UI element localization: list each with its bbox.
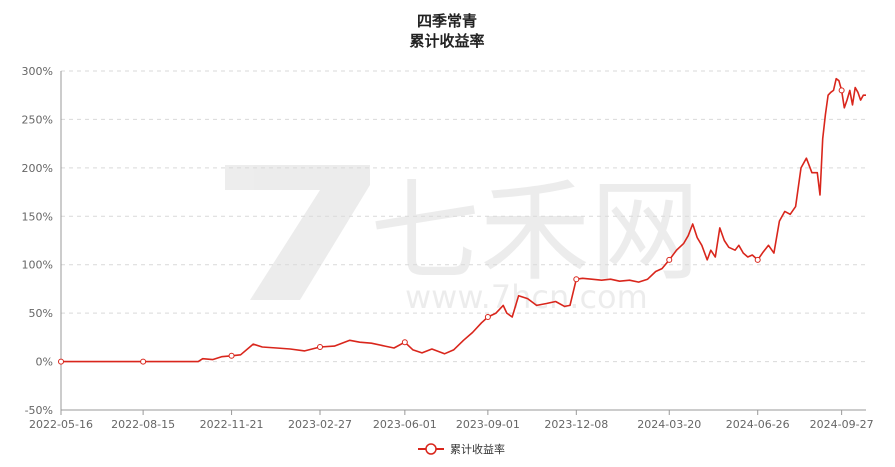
watermark: 七禾网 www.7hcn.com [225, 165, 700, 316]
watermark-url: www.7hcn.com [405, 278, 648, 316]
data-point[interactable] [401, 339, 408, 346]
legend[interactable]: 累计收益率 [418, 442, 505, 456]
chart-title: 四季常青 [417, 12, 477, 30]
data-point[interactable] [754, 256, 761, 263]
series-group [58, 77, 866, 365]
y-tick-label: -50% [25, 404, 53, 417]
data-point[interactable] [58, 358, 64, 365]
y-tick-label: 300% [22, 65, 53, 78]
y-axis: -50% 0% 50% 100% 150% 200% 250% 300% [22, 65, 62, 417]
x-tick-label: 2023-12-08 [544, 418, 608, 431]
legend-label: 累计收益率 [450, 442, 505, 456]
x-tick-label: 2022-11-21 [200, 418, 264, 431]
x-tick-label: 2023-09-01 [456, 418, 520, 431]
y-tick-label: 50% [29, 307, 53, 320]
x-tick-label: 2023-06-01 [373, 418, 437, 431]
y-tick-label: 250% [22, 113, 53, 126]
x-tick-label: 2023-02-27 [288, 418, 352, 431]
data-point[interactable] [317, 344, 324, 351]
data-point[interactable] [666, 256, 673, 263]
legend-swatch-marker [425, 443, 437, 455]
x-tick-label: 2024-09-27 [810, 418, 874, 431]
x-tick-label: 2022-05-16 [29, 418, 93, 431]
watermark-logo-text: 七禾网 [370, 168, 700, 296]
y-tick-label: 150% [22, 210, 53, 223]
chart-subtitle: 累计收益率 [409, 32, 484, 50]
series-line[interactable] [61, 77, 866, 363]
x-tick-label: 2024-03-20 [637, 418, 701, 431]
x-tick-label: 2024-06-26 [726, 418, 790, 431]
x-tick-label: 2022-08-15 [111, 418, 175, 431]
data-point[interactable] [228, 352, 235, 359]
data-point[interactable] [573, 276, 580, 283]
x-axis: 2022-05-16 2022-08-15 2022-11-21 2023-02-27… [29, 409, 874, 431]
y-tick-label: 0% [36, 356, 53, 369]
data-point[interactable] [140, 358, 147, 365]
data-point[interactable] [484, 314, 491, 321]
y-tick-label: 200% [22, 162, 53, 175]
y-tick-label: 100% [22, 259, 53, 272]
data-point[interactable] [838, 87, 845, 94]
